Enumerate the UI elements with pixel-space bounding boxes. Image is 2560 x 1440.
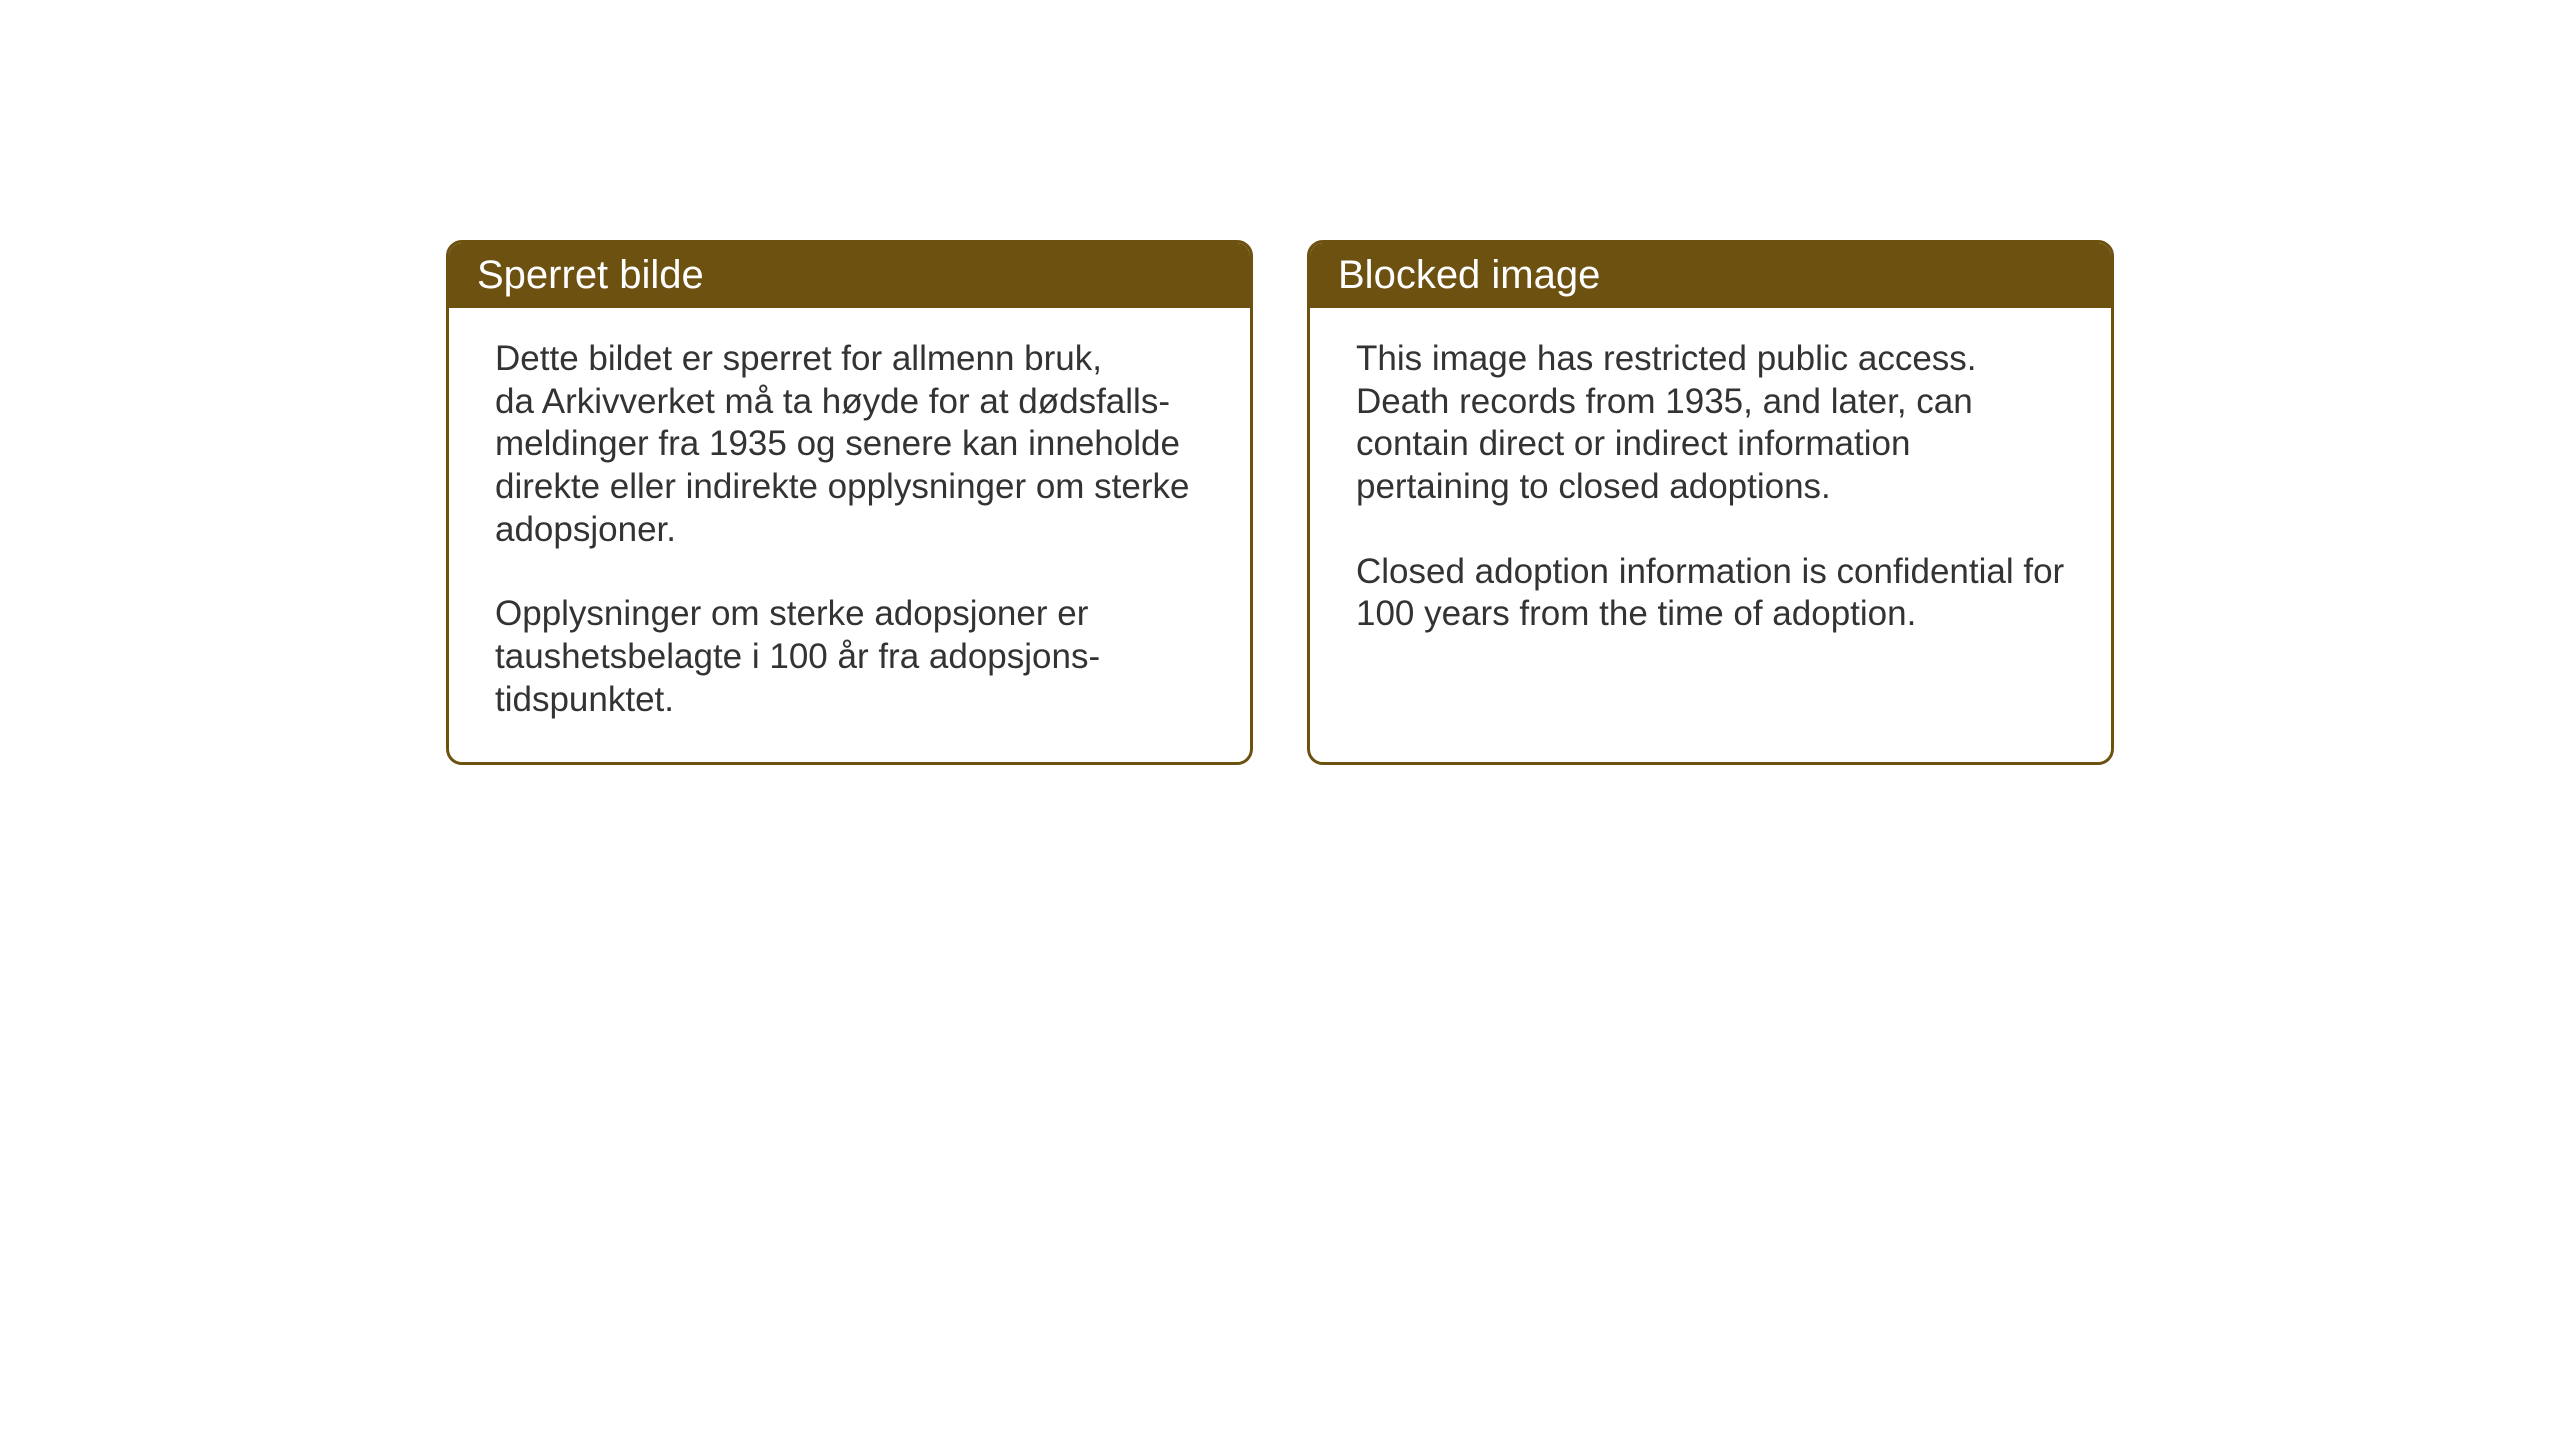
- notice-body-english: This image has restricted public access.…: [1310, 308, 2111, 676]
- notice-paragraph-1: Dette bildet er sperret for allmenn bruk…: [495, 338, 1204, 551]
- notice-header-norwegian: Sperret bilde: [449, 243, 1250, 308]
- notice-paragraph-2: Opplysninger om sterke adopsjoner er tau…: [495, 593, 1204, 721]
- notice-title: Sperret bilde: [477, 253, 704, 297]
- notice-box-norwegian: Sperret bilde Dette bildet er sperret fo…: [446, 240, 1253, 765]
- notice-paragraph-1: This image has restricted public access.…: [1356, 338, 2065, 509]
- notice-paragraph-2: Closed adoption information is confident…: [1356, 551, 2065, 636]
- notice-title: Blocked image: [1338, 253, 1600, 297]
- notice-container: Sperret bilde Dette bildet er sperret fo…: [446, 240, 2114, 765]
- notice-body-norwegian: Dette bildet er sperret for allmenn bruk…: [449, 308, 1250, 762]
- notice-header-english: Blocked image: [1310, 243, 2111, 308]
- notice-box-english: Blocked image This image has restricted …: [1307, 240, 2114, 765]
